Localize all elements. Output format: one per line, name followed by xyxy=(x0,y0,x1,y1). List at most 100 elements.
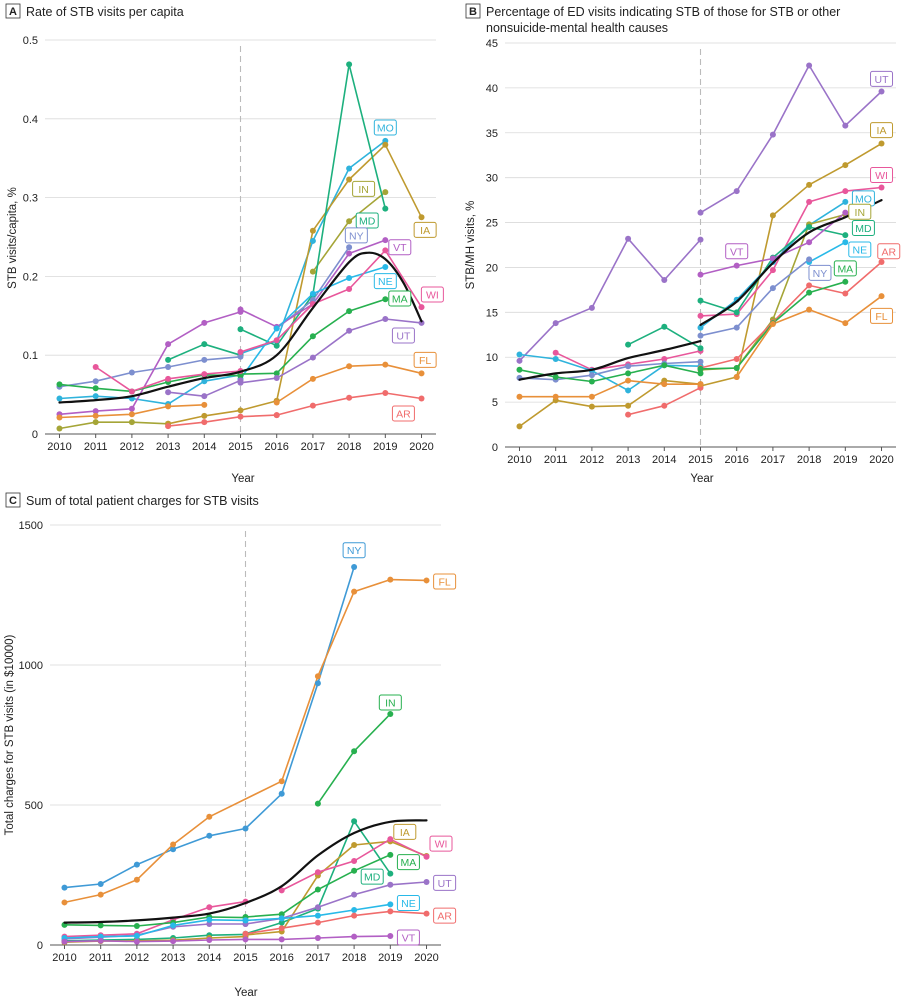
data-point-ut xyxy=(351,891,358,898)
series-label-fl: FL xyxy=(419,355,431,367)
data-point-ut xyxy=(697,236,704,243)
series-label-box-ny xyxy=(808,264,832,281)
series-label-box-md xyxy=(851,219,875,236)
series-label-vt: VT xyxy=(402,932,416,944)
data-point-fl xyxy=(133,876,140,883)
data-point-vt xyxy=(206,936,213,943)
panel-c: C Sum of total patient charges for STB v… xyxy=(4,492,457,999)
series-line-mo xyxy=(519,353,701,392)
series-line-vt xyxy=(64,935,391,943)
panel-a-xtick-label: 2013 xyxy=(156,441,180,453)
panel-b-ytick-label: 5 xyxy=(492,397,498,409)
data-point-fl xyxy=(516,393,523,400)
data-point-ny xyxy=(588,372,595,379)
data-point-mo xyxy=(346,165,353,172)
data-point-wi xyxy=(237,349,244,356)
data-point-ut xyxy=(387,881,394,888)
data-point-vt xyxy=(201,319,208,326)
panel-b-xtick-label: 2011 xyxy=(544,454,568,466)
data-point-ne xyxy=(309,290,316,297)
data-point-ut xyxy=(314,904,321,911)
data-point-fl xyxy=(552,393,559,400)
panel-c-xtick-label: 2018 xyxy=(342,952,366,964)
data-point-ut xyxy=(588,304,595,311)
panel-b-ytick-label: 35 xyxy=(486,128,498,140)
series-label-box-fl xyxy=(413,351,437,368)
data-point-fl xyxy=(842,320,849,327)
data-point-ia xyxy=(418,214,425,221)
panel-b-ytick-label: 40 xyxy=(486,83,498,95)
series-label-box-wi xyxy=(429,835,453,852)
series-line-vt xyxy=(59,311,241,416)
panel-b-plot-area: 0 5 10 15 20 25 30 35 40 45 2010 2011 2012 2013 2014 20… xyxy=(486,38,901,466)
data-point-ne xyxy=(842,239,849,246)
data-point-md xyxy=(165,356,172,363)
series-label-box-ne xyxy=(373,273,397,290)
series-label-box-ne xyxy=(848,241,872,258)
panel-a-xtick-label: 2017 xyxy=(301,441,325,453)
panel-c-trend-line xyxy=(63,819,428,924)
data-point-in xyxy=(382,189,389,196)
series-label-box-wi xyxy=(870,166,894,183)
data-point-ny xyxy=(97,880,104,887)
panel-a-xlabel: Year xyxy=(231,473,254,485)
data-point-wi xyxy=(206,904,213,911)
series-line-ny xyxy=(519,360,701,381)
data-point-ia xyxy=(842,162,849,169)
data-point-ar xyxy=(661,402,668,409)
series-line-ny xyxy=(276,246,350,330)
data-point-ia xyxy=(201,412,208,419)
data-point-ar xyxy=(237,413,244,420)
data-point-ar xyxy=(314,919,321,926)
panel-a-xtick-label: 2020 xyxy=(409,441,433,453)
data-point-wi xyxy=(552,349,559,356)
series-line-fl xyxy=(519,379,701,398)
data-point-vt xyxy=(170,938,177,945)
data-point-ut xyxy=(382,315,389,322)
series-line-ne xyxy=(239,266,386,380)
data-point-fl xyxy=(273,399,280,406)
panel-c-xtick-label: 2019 xyxy=(378,952,402,964)
data-point-ut xyxy=(697,209,704,216)
data-point-in xyxy=(346,218,353,225)
series-label-ma: MA xyxy=(837,263,853,275)
data-point-ut xyxy=(878,88,885,95)
data-point-vt xyxy=(346,250,353,257)
series-label-box-ma xyxy=(388,290,412,307)
data-point-ny xyxy=(61,884,68,891)
panel-b-xtick-label: 2019 xyxy=(833,454,857,466)
series-label-box-ar xyxy=(433,907,457,924)
series-label-in: IN xyxy=(358,184,369,196)
panel-b-ytick-label: 30 xyxy=(486,173,498,185)
data-point-md xyxy=(661,323,668,330)
series-line-ia xyxy=(700,142,882,387)
panel-b-letter-box xyxy=(465,3,481,19)
data-point-ut xyxy=(423,879,430,885)
data-point-md xyxy=(273,342,280,349)
panel-c-xtick-label: 2013 xyxy=(161,952,185,964)
data-point-ne xyxy=(382,263,389,270)
series-label-fl: FL xyxy=(438,577,450,589)
data-point-ne xyxy=(170,922,177,929)
series-label-ma: MA xyxy=(392,293,408,305)
series-label-box-ne xyxy=(396,895,420,911)
data-point-fl xyxy=(697,381,704,388)
panel-a-ytick-label: 0 xyxy=(32,429,38,441)
series-label-box-ut xyxy=(391,327,415,344)
data-point-ny xyxy=(92,378,99,385)
data-point-ia xyxy=(351,842,358,849)
panel-b-ytick-label: 0 xyxy=(492,442,498,454)
data-point-ne xyxy=(387,901,394,908)
data-point-fl xyxy=(733,373,740,380)
data-point-mo xyxy=(92,393,99,400)
panel-c-ytick-label: 500 xyxy=(25,800,43,812)
data-point-fl xyxy=(418,370,425,377)
data-point-ar xyxy=(806,282,813,289)
panel-b-ytick-label: 45 xyxy=(486,38,498,50)
panel-b-xtick-label: 2020 xyxy=(869,454,893,466)
data-point-md xyxy=(382,205,389,212)
data-point-fl xyxy=(61,899,68,906)
data-point-ny xyxy=(769,285,776,292)
data-point-ar xyxy=(201,419,208,426)
data-point-ar xyxy=(842,290,849,297)
